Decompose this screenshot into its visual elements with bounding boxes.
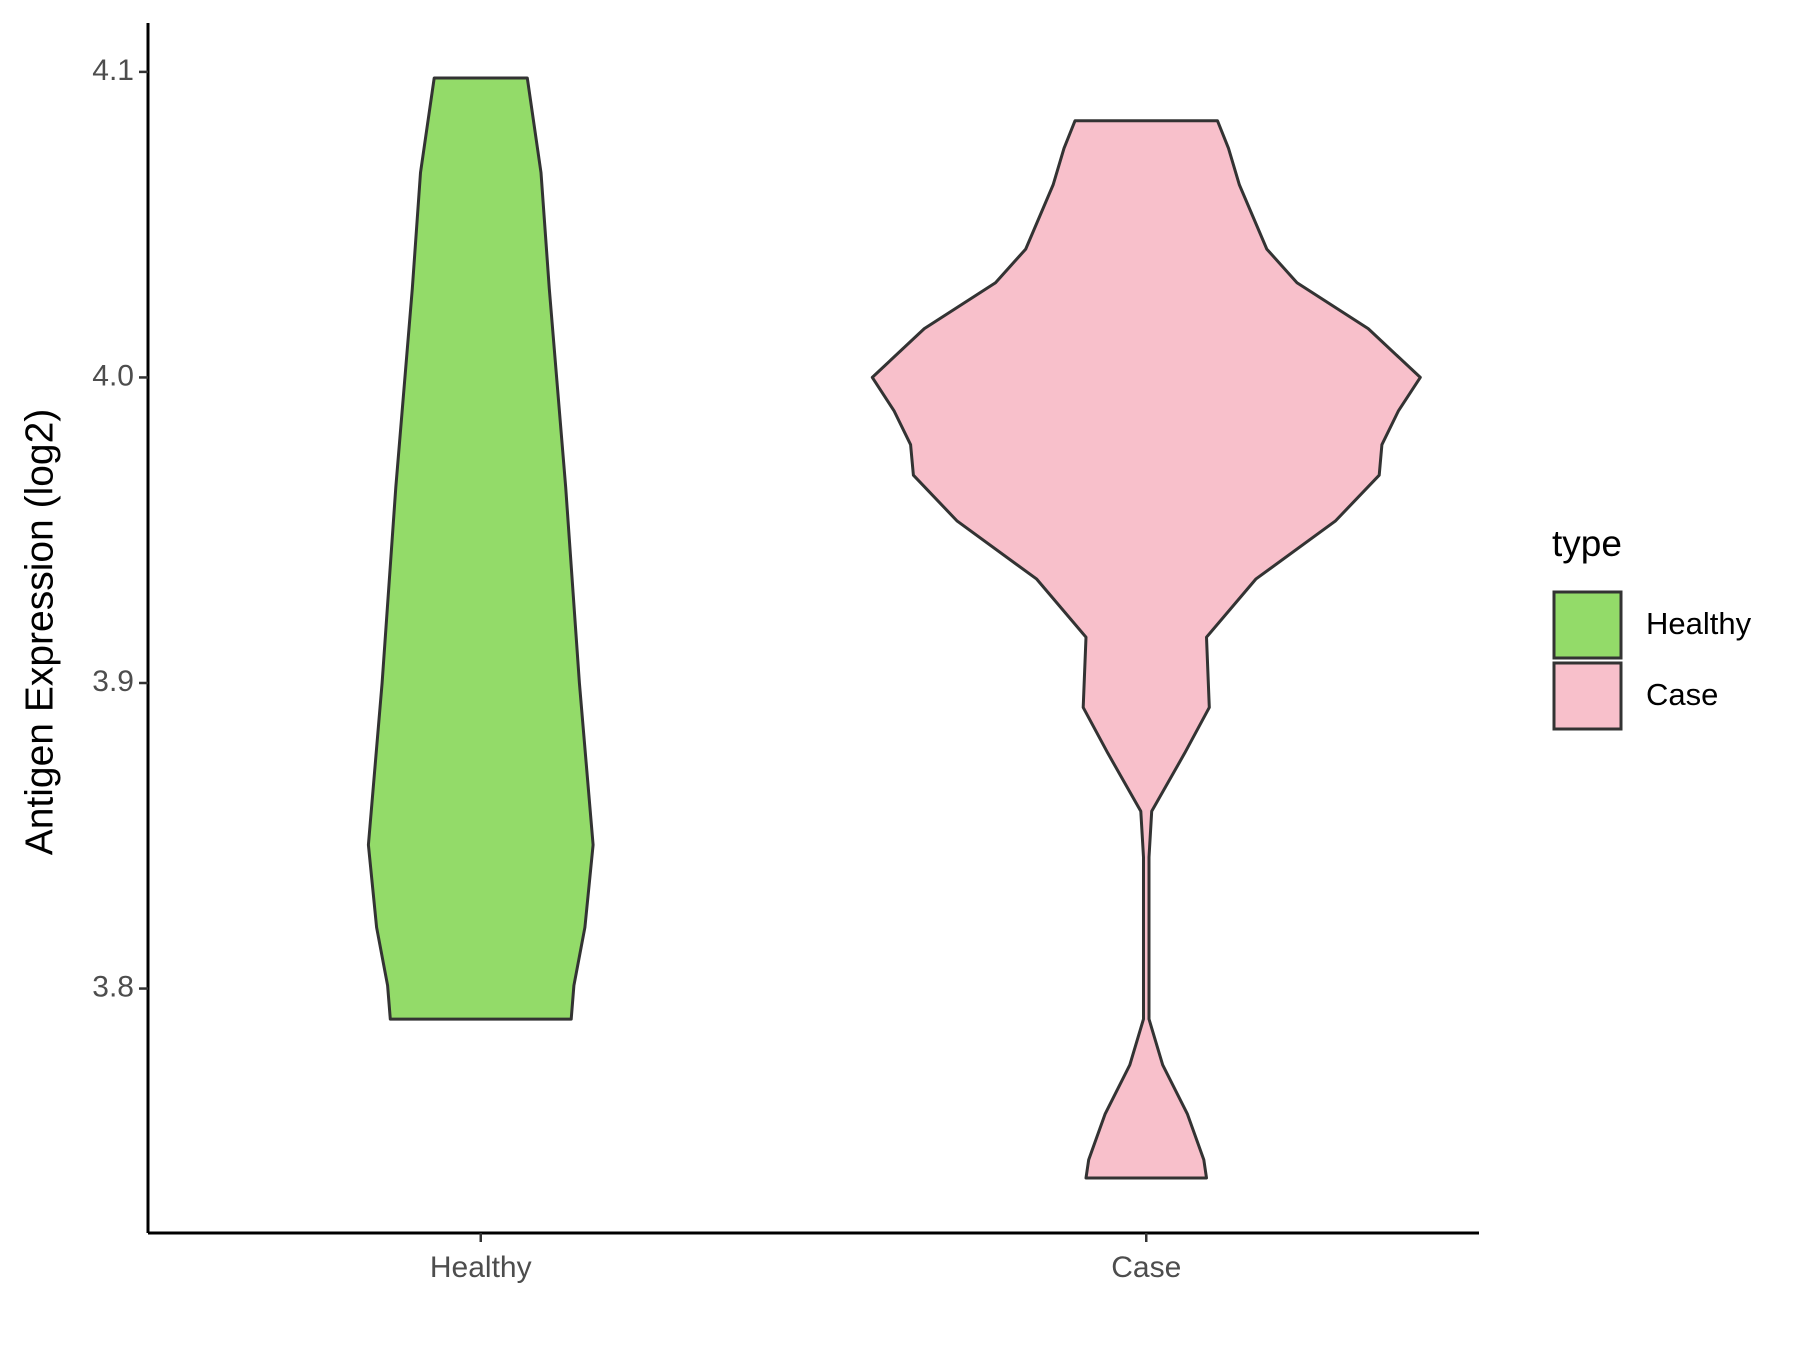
legend-title: type (1552, 523, 1622, 564)
y-tick-label: 4.1 (92, 54, 134, 87)
y-tick-label: 4.0 (92, 359, 134, 392)
legend-label: Healthy (1646, 606, 1752, 641)
x-tick-label: Case (1111, 1251, 1181, 1284)
violin (366, 76, 595, 1021)
legend-key (1552, 590, 1623, 660)
y-tick-label: 3.8 (92, 970, 134, 1003)
x-tick-label: Healthy (430, 1251, 532, 1284)
y-tick-label: 3.9 (92, 665, 134, 698)
violin (870, 119, 1422, 1180)
legend-key (1552, 661, 1623, 731)
y-axis-title: Antigen Expression (log2) (18, 409, 61, 856)
legend-label: Case (1646, 677, 1718, 712)
